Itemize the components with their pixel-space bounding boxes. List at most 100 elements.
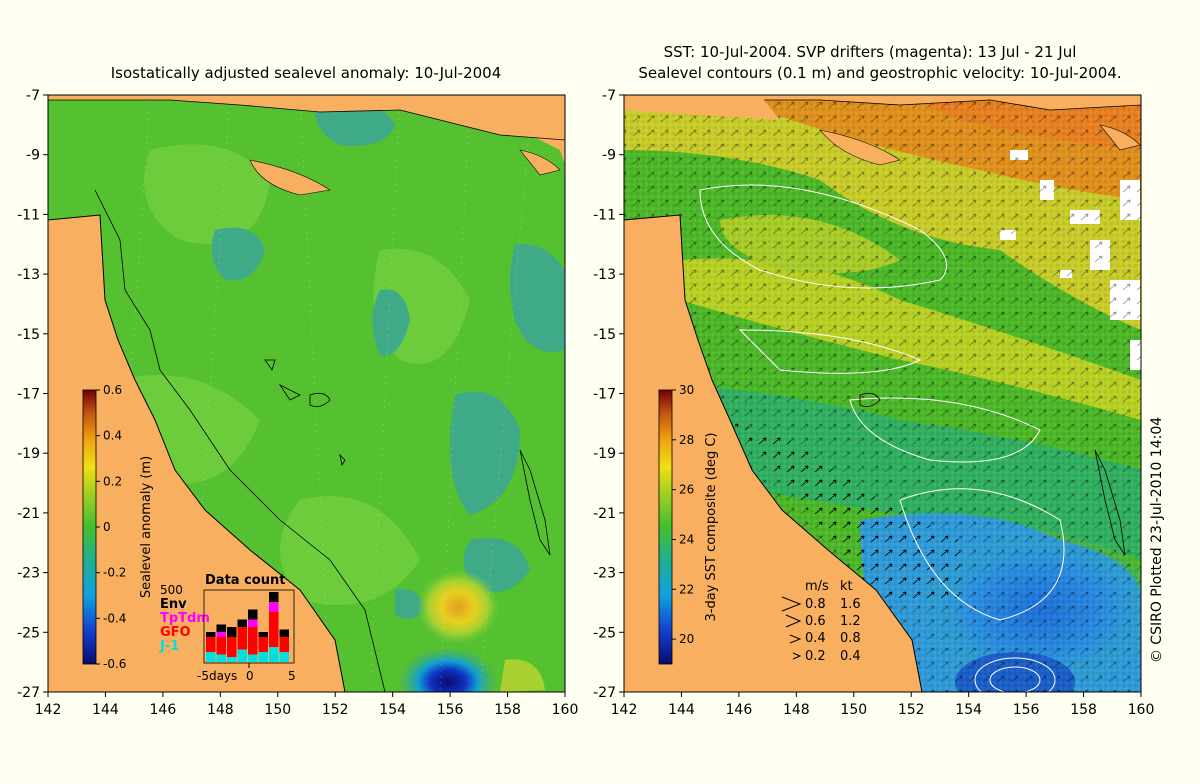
- count-bar-5-j1: [258, 652, 268, 662]
- right-lon-tick-9: 160: [1128, 702, 1155, 718]
- legend-env: Env: [160, 597, 187, 612]
- count-bar-0-gfo: [206, 637, 216, 652]
- right-lat-tick-2: -11: [593, 207, 616, 223]
- count-bar-2-env: [227, 627, 237, 637]
- legend-tptdm: TpTdm: [160, 611, 210, 626]
- velocity-row-2-ms: 0.4: [805, 631, 826, 646]
- data-count-xlabel-0: -5days: [197, 669, 237, 683]
- right-lat-tick-6: -19: [593, 446, 616, 462]
- velocity-row-2-kt: 0.8: [840, 631, 861, 646]
- right-lon-tick-5: 152: [898, 702, 925, 718]
- left-lat-tick-7: -21: [17, 506, 40, 522]
- left-lon-tick-2: 146: [150, 702, 177, 718]
- right-lon-tick-6: 154: [955, 702, 982, 718]
- count-bar-2-j1: [227, 657, 237, 662]
- count-bar-0-j1: [206, 652, 216, 662]
- count-bar-7-gfo: [279, 637, 289, 652]
- right-lat-tick-3: -13: [593, 267, 616, 283]
- count-bar-1-gfo: [216, 637, 226, 655]
- right-colorbar-label: 3-day SST composite (deg C): [704, 432, 719, 621]
- count-bar-3-j1: [237, 649, 247, 662]
- australia-land: [48, 214, 346, 692]
- left-lat-tick-2: -11: [17, 207, 40, 223]
- count-bar-4-j1: [248, 654, 258, 662]
- velocity-row-0-kt: 1.6: [840, 597, 861, 612]
- left-colorbar-label: Sealevel anomaly (m): [139, 456, 154, 598]
- count-bar-1-j1: [216, 654, 226, 662]
- velocity-header-kt: kt: [840, 579, 853, 594]
- right-lon-tick-2: 146: [726, 702, 753, 718]
- left-colorbar: 0.6 0.4 0.2 0 -0.2 -0.4 -0.6 Sealevel anomaly …: [82, 383, 154, 671]
- left-map: [48, 95, 565, 692]
- data-count-xlabel-1: 0: [246, 669, 254, 683]
- sst-colorbar-tick-1: 28: [679, 433, 694, 447]
- right-panel-title-line1: SST: 10-Jul-2004. SVP drifters (magenta)…: [664, 43, 1077, 61]
- right-lon-tick-8: 158: [1070, 702, 1097, 718]
- count-bar-2-gfo: [227, 637, 237, 657]
- velocity-legend: m/s kt 0.8 1.6 0.6 1.2 0.4 0.8 0.2 0.4: [781, 579, 861, 664]
- right-lat-tick-10: -27: [593, 685, 616, 701]
- left-lon-tick-7: 156: [437, 702, 464, 718]
- right-lon-tick-7: 156: [1013, 702, 1040, 718]
- left-panel-title: Isostatically adjusted sealevel anomaly:…: [111, 64, 502, 82]
- count-bar-1-env: [216, 624, 226, 632]
- right-lat-tick-9: -25: [593, 625, 616, 641]
- left-lat-tick-6: -19: [17, 446, 40, 462]
- left-lon-tick-8: 158: [494, 702, 521, 718]
- right-lat-tick-8: -23: [593, 566, 616, 582]
- count-bar-3-gfo: [237, 627, 247, 650]
- count-bar-6-env: [269, 592, 279, 602]
- count-bar-6-j1: [269, 647, 279, 662]
- left-lat-tick-9: -25: [17, 625, 40, 641]
- count-bar-4-gfo: [248, 627, 258, 655]
- left-lon-tick-0: 142: [35, 702, 62, 718]
- count-bar-7-j1: [279, 652, 289, 662]
- sealevel-colorbar-tick-5: -0.4: [103, 611, 126, 625]
- data-count-title: Data count: [205, 573, 285, 588]
- velocity-row-1-kt: 1.2: [840, 614, 861, 629]
- velocity-row-1-ms: 0.6: [805, 614, 826, 629]
- left-lon-tick-1: 144: [92, 702, 119, 718]
- sealevel-colorbar-tick-0: 0.6: [103, 383, 122, 397]
- sealevel-colorbar-tick-2: 0.2: [103, 474, 122, 488]
- count-bar-5-gfo: [258, 637, 268, 652]
- right-panel-title-line2: Sealevel contours (0.1 m) and geostrophi…: [638, 64, 1121, 82]
- sealevel-colorbar-tick-4: -0.2: [103, 566, 126, 580]
- right-colorbar: 30 28 26 24 22 20 3-day SST composite (deg C): [658, 383, 719, 665]
- count-bar-1-tp: [216, 632, 226, 637]
- velocity-row-3-ms: 0.2: [805, 649, 826, 664]
- data-count-scale-label: 500: [160, 583, 183, 597]
- sst-colorbar-tick-2: 26: [679, 483, 694, 497]
- right-lat-tick-7: -21: [593, 506, 616, 522]
- sst-colorbar-tick-4: 22: [679, 582, 694, 596]
- right-lon-tick-0: 142: [611, 702, 638, 718]
- data-count-xlabel-2: 5: [288, 669, 296, 683]
- left-lat-tick-5: -17: [17, 387, 40, 403]
- count-bar-5-env: [258, 632, 268, 637]
- sst-colorbar-tick-0: 30: [679, 383, 694, 397]
- count-bar-6-gfo: [269, 612, 279, 647]
- count-bar-3-env: [237, 619, 247, 627]
- legend-gfo: GFO: [160, 625, 191, 640]
- left-lon-tick-3: 148: [207, 702, 234, 718]
- velocity-row-3-kt: 0.4: [840, 649, 861, 664]
- count-bar-4-env: [248, 609, 258, 620]
- right-lon-tick-4: 150: [840, 702, 867, 718]
- velocity-row-0-ms: 0.8: [805, 597, 826, 612]
- sealevel-colorbar-tick-6: -0.6: [103, 657, 126, 671]
- count-bar-0-env: [206, 632, 216, 637]
- right-lat-tick-1: -9: [602, 148, 616, 164]
- right-lat-tick-5: -17: [593, 387, 616, 403]
- sealevel-colorbar-tick-3: 0: [103, 520, 111, 534]
- sst-colorbar-tick-5: 20: [679, 632, 694, 646]
- left-lat-tick-4: -15: [17, 327, 40, 343]
- count-bar-7-env: [279, 629, 289, 637]
- left-lon-tick-6: 154: [379, 702, 406, 718]
- data-count-inset: Data count 500 Env TpTdm GFO J-1 -5days …: [159, 573, 296, 683]
- right-lon-tick-1: 144: [668, 702, 695, 718]
- right-lon-tick-3: 148: [783, 702, 810, 718]
- sst-colorbar-tick-3: 24: [679, 532, 694, 546]
